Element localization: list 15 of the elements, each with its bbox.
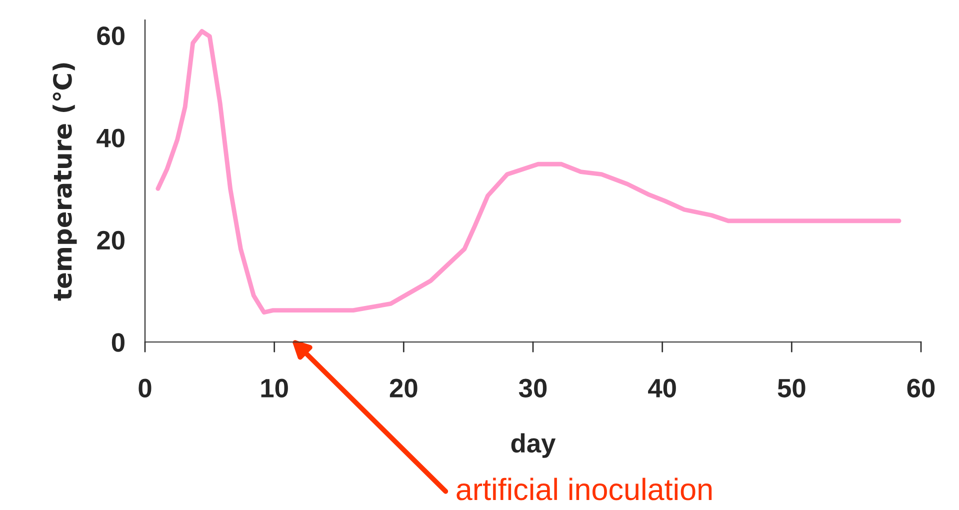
y-tick-label: 20 (97, 230, 124, 250)
x-tick-label: 40 (648, 378, 676, 398)
x-tick-label: 60 (907, 378, 935, 398)
x-tick-label: 50 (778, 378, 806, 398)
line-series (156, 29, 902, 315)
y-tick-label: 40 (96, 128, 124, 148)
y-tick-label: 60 (97, 26, 124, 46)
x-tick-label: 10 (261, 378, 288, 398)
x-tick-label: 0 (138, 378, 152, 398)
y-axis-title: temperature (℃) (52, 63, 77, 301)
x-tick-label: 20 (390, 378, 418, 398)
y-tick-label: 0 (112, 333, 124, 352)
x-axis-title: day (511, 433, 556, 458)
x-tick-label: 30 (518, 378, 547, 398)
text: artificial inoculation (456, 478, 712, 500)
